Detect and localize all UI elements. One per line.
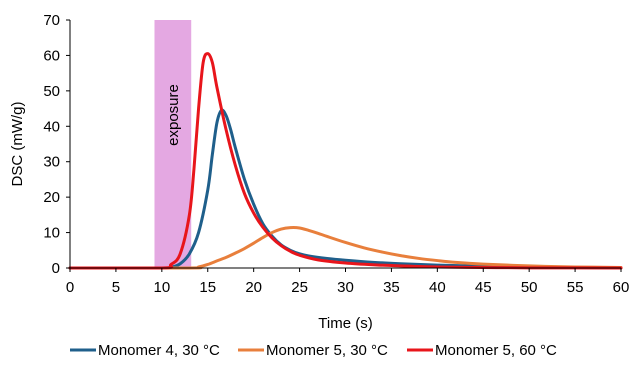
y-tick-label: 50: [43, 83, 60, 100]
legend-label-3: Monomer 5, 60 °C: [435, 342, 557, 359]
y-tick-label: 20: [43, 189, 60, 206]
x-tick-label: 25: [291, 279, 308, 296]
y-tick-label: 0: [52, 260, 60, 277]
series-layer: [68, 52, 623, 270]
x-tick-label: 20: [245, 279, 262, 296]
exposure-band: [154, 20, 192, 268]
x-tick-label: 55: [567, 279, 584, 296]
series-line-2: [68, 226, 623, 270]
y-axis-title: DSC (mW/g): [9, 102, 26, 187]
y-tick-label: 40: [43, 118, 60, 135]
y-tick-label: 60: [43, 47, 60, 64]
x-tick-label: 40: [429, 279, 446, 296]
series-line-1: [68, 108, 623, 270]
x-axis-title: Time (s): [318, 315, 372, 332]
ticks-layer: 0 10 20 30 40 50 60 70 0 5 10 15 20 25 30 35 40 45 50 55 60: [43, 12, 629, 296]
x-tick-label: 15: [199, 279, 216, 296]
x-tick-label: 60: [613, 279, 630, 296]
x-tick-label: 0: [66, 279, 74, 296]
legend-label-2: Monomer 5, 30 °C: [266, 342, 388, 359]
legend: Monomer 4, 30 °C Monomer 5, 30 °C Monomer …: [70, 342, 557, 359]
y-tick-label: 70: [43, 12, 60, 29]
x-tick-label: 5: [112, 279, 120, 296]
x-tick-label: 35: [383, 279, 400, 296]
x-tick-label: 10: [153, 279, 170, 296]
x-tick-label: 30: [337, 279, 354, 296]
x-tick-label: 45: [475, 279, 492, 296]
y-tick-label: 30: [43, 154, 60, 171]
axes-layer: [69, 20, 621, 269]
x-tick-label: 50: [521, 279, 538, 296]
y-tick-label: 10: [43, 225, 60, 242]
exposure-label: exposure: [165, 84, 182, 146]
exposure-band-layer: exposure: [154, 20, 192, 268]
legend-label-1: Monomer 4, 30 °C: [98, 342, 220, 359]
series-line-3: [68, 52, 623, 270]
